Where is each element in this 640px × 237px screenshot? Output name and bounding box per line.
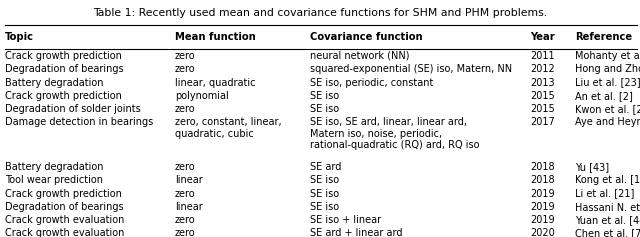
Text: Chen et al. [7]: Chen et al. [7] [575,228,640,237]
Text: Topic: Topic [5,32,34,42]
Text: Li et al. [21]: Li et al. [21] [575,189,634,199]
Text: SE iso: SE iso [310,175,339,185]
Text: squared-exponential (SE) iso, Matern, NN: squared-exponential (SE) iso, Matern, NN [310,64,512,74]
Text: SE ard + linear ard: SE ard + linear ard [310,228,403,237]
Text: 2015: 2015 [530,91,555,101]
Text: Mohanty et al. [28]: Mohanty et al. [28] [575,51,640,61]
Text: SE iso: SE iso [310,202,339,212]
Text: Crack growth prediction: Crack growth prediction [5,189,122,199]
Text: 2019: 2019 [530,202,554,212]
Text: zero, constant, linear,: zero, constant, linear, [175,117,282,127]
Text: Degradation of bearings: Degradation of bearings [5,202,124,212]
Text: Matern iso, noise, periodic,: Matern iso, noise, periodic, [310,129,442,139]
Text: Covariance function: Covariance function [310,32,422,42]
Text: Hong and Zhou [14]: Hong and Zhou [14] [575,64,640,74]
Text: Hassani N. et al. [13]: Hassani N. et al. [13] [575,202,640,212]
Text: 2018: 2018 [530,162,554,172]
Text: SE iso, SE ard, linear, linear ard,: SE iso, SE ard, linear, linear ard, [310,117,467,127]
Text: zero: zero [175,189,195,199]
Text: Crack growth evaluation: Crack growth evaluation [5,215,125,225]
Text: zero: zero [175,215,195,225]
Text: Degradation of solder joints: Degradation of solder joints [5,104,141,114]
Text: Degradation of bearings: Degradation of bearings [5,64,124,74]
Text: polynomial: polynomial [175,91,228,101]
Text: An et al. [2]: An et al. [2] [575,91,632,101]
Text: Mean function: Mean function [175,32,255,42]
Text: SE iso: SE iso [310,189,339,199]
Text: linear: linear [175,175,202,185]
Text: Tool wear prediction: Tool wear prediction [5,175,103,185]
Text: 2020: 2020 [530,228,555,237]
Text: zero: zero [175,64,195,74]
Text: quadratic, cubic: quadratic, cubic [175,129,253,139]
Text: 2015: 2015 [530,104,555,114]
Text: Kong et al. [19]: Kong et al. [19] [575,175,640,185]
Text: 2017: 2017 [530,117,555,127]
Text: Crack growth prediction: Crack growth prediction [5,51,122,61]
Text: SE iso, periodic, constant: SE iso, periodic, constant [310,77,433,87]
Text: Battery degradation: Battery degradation [5,77,104,87]
Text: Yuan et al. [44]: Yuan et al. [44] [575,215,640,225]
Text: 2019: 2019 [530,189,554,199]
Text: Reference: Reference [575,32,632,42]
Text: Kwon et al. [20]: Kwon et al. [20] [575,104,640,114]
Text: SE iso + linear: SE iso + linear [310,215,381,225]
Text: Crack growth prediction: Crack growth prediction [5,91,122,101]
Text: 2012: 2012 [530,64,555,74]
Text: 2019: 2019 [530,215,554,225]
Text: rational-quadratic (RQ) ard, RQ iso: rational-quadratic (RQ) ard, RQ iso [310,140,479,150]
Text: linear: linear [175,202,202,212]
Text: linear, quadratic: linear, quadratic [175,77,255,87]
Text: Damage detection in bearings: Damage detection in bearings [5,117,154,127]
Text: zero: zero [175,228,195,237]
Text: 2018: 2018 [530,175,554,185]
Text: neural network (NN): neural network (NN) [310,51,409,61]
Text: SE ard: SE ard [310,162,341,172]
Text: Table 1: Recently used mean and covariance functions for SHM and PHM problems.: Table 1: Recently used mean and covarian… [93,8,547,18]
Text: 2013: 2013 [530,77,554,87]
Text: Year: Year [530,32,555,42]
Text: zero: zero [175,162,195,172]
Text: Battery degradation: Battery degradation [5,162,104,172]
Text: 2011: 2011 [530,51,554,61]
Text: SE iso: SE iso [310,91,339,101]
Text: Aye and Heyns [4]: Aye and Heyns [4] [575,117,640,127]
Text: Crack growth evaluation: Crack growth evaluation [5,228,125,237]
Text: Liu et al. [23]: Liu et al. [23] [575,77,640,87]
Text: zero: zero [175,104,195,114]
Text: Yu [43]: Yu [43] [575,162,609,172]
Text: SE iso: SE iso [310,104,339,114]
Text: zero: zero [175,51,195,61]
